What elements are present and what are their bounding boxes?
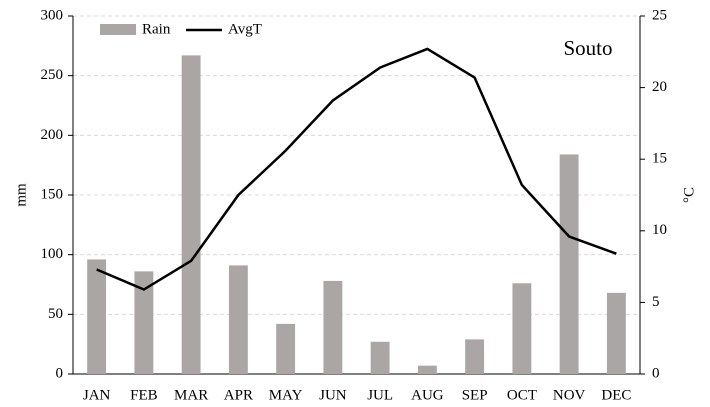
legend-label: Rain [142, 21, 171, 37]
y2-tick-label: 10 [652, 222, 667, 238]
y2-tick-label: 20 [652, 79, 667, 95]
bar [134, 271, 154, 374]
y-tick-label: 250 [41, 67, 64, 83]
x-tick-label: SEP [462, 387, 488, 403]
x-tick-label: FEB [130, 387, 158, 403]
bar [512, 283, 532, 374]
x-tick-label: OCT [507, 387, 537, 403]
bar [228, 265, 248, 374]
y-tick-label: 50 [48, 306, 63, 322]
y-tick-label: 100 [41, 246, 64, 262]
y2-tick-label: 25 [652, 7, 667, 23]
x-tick-label: JAN [83, 387, 111, 403]
x-tick-label: AUG [411, 387, 444, 403]
legend-swatch [100, 24, 136, 35]
x-tick-label: MAY [269, 387, 303, 403]
bar [465, 339, 485, 374]
annotation: Souto [563, 36, 612, 60]
x-tick-label: JUL [367, 387, 393, 403]
x-tick-label: JUN [319, 387, 347, 403]
y-tick-label: 0 [56, 365, 64, 381]
bar [181, 55, 201, 374]
y2-tick-label: 15 [652, 151, 667, 167]
y-tick-label: 150 [41, 186, 64, 202]
y2-axis-label: °C [681, 187, 697, 203]
bar [323, 280, 343, 374]
bar [87, 259, 107, 374]
y-tick-label: 300 [41, 7, 64, 23]
legend-label: AvgT [228, 21, 262, 37]
y2-tick-label: 0 [652, 365, 660, 381]
x-tick-label: NOV [553, 387, 586, 403]
bar [276, 323, 296, 374]
line [96, 47, 617, 291]
y-axis-label: mm [13, 183, 29, 207]
bar [417, 365, 437, 374]
x-tick-label: DEC [601, 387, 631, 403]
y-tick-label: 200 [41, 127, 64, 143]
x-tick-label: MAR [174, 387, 208, 403]
x-tick-label: APR [224, 387, 253, 403]
bar [370, 341, 390, 374]
y2-tick-label: 5 [652, 294, 660, 310]
bar [559, 154, 579, 374]
bar [606, 292, 626, 374]
